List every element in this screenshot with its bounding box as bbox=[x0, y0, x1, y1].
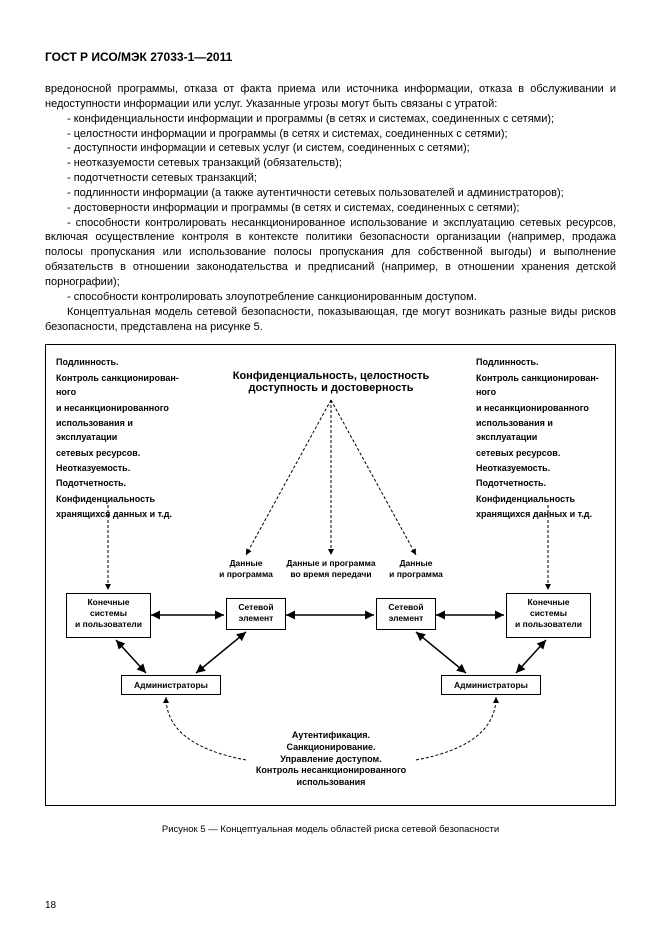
body-text: вредоносной программы, отказа от факта п… bbox=[45, 82, 616, 334]
bullet-8: - способности контролировать несанкциони… bbox=[45, 216, 616, 290]
prop-line: Подлинность. bbox=[56, 355, 191, 369]
figure-caption: Рисунок 5 — Концептуальная модель област… bbox=[45, 824, 616, 835]
box-line: системы bbox=[530, 608, 567, 618]
prop-line: сетевых ресурсов. bbox=[56, 446, 191, 460]
page-number: 18 bbox=[45, 900, 56, 911]
box-line: Сетевой bbox=[388, 602, 423, 612]
bottom-line: Санкционирование. bbox=[231, 742, 431, 754]
box-line: элемент bbox=[389, 613, 424, 623]
prop-line: Неотказуемость. bbox=[476, 461, 611, 475]
label-data-center: Данные и программа во время передачи bbox=[281, 558, 381, 578]
bottom-properties: Аутентификация. Санкционирование. Управл… bbox=[231, 730, 431, 788]
prop-line: Конфиденциальность bbox=[56, 492, 191, 506]
bullet-6: - подлинности информации (а также аутент… bbox=[45, 186, 616, 201]
top-right-properties: Подлинность. Контроль санкционирован-ног… bbox=[476, 355, 611, 522]
intro-paragraph-1: вредоносной программы, отказа от факта п… bbox=[45, 82, 616, 112]
bottom-line: использования bbox=[231, 777, 431, 789]
box-network-element-right: Сетевой элемент bbox=[376, 598, 436, 630]
box-line: и пользователи bbox=[75, 619, 142, 629]
prop-line: сетевых ресурсов. bbox=[476, 446, 611, 460]
prop-line: хранящихся данных и т.д. bbox=[476, 507, 611, 521]
label-data-left: Данные и программа bbox=[211, 558, 281, 578]
title-line-1: Конфиденциальность, целостность bbox=[233, 370, 430, 382]
bullet-5: - подотчетности сетевых транзакций; bbox=[45, 171, 616, 186]
prop-line: Контроль санкционирован-ного bbox=[56, 371, 191, 400]
title-line-2: доступность и достоверность bbox=[248, 382, 413, 394]
box-line: Сетевой bbox=[238, 602, 273, 612]
box-line: системы bbox=[90, 608, 127, 618]
box-line: элемент bbox=[239, 613, 274, 623]
bullet-9: - способности контролировать злоупотребл… bbox=[45, 290, 616, 305]
prop-line: Подлинность. bbox=[476, 355, 611, 369]
prop-line: Неотказуемость. bbox=[56, 461, 191, 475]
prop-line: Контроль санкционирован-ного bbox=[476, 371, 611, 400]
bottom-line: Аутентификация. bbox=[231, 730, 431, 742]
prop-line: Конфиденциальность bbox=[476, 492, 611, 506]
bottom-line: Контроль несанкционированного bbox=[231, 765, 431, 777]
bullet-1: - конфиденциальности информации и програ… bbox=[45, 112, 616, 127]
prop-line: хранящихся данных и т.д. bbox=[56, 507, 191, 521]
box-line: Конечные bbox=[527, 597, 569, 607]
bottom-line: Управление доступом. bbox=[231, 754, 431, 766]
prop-line: и несанкционированного bbox=[56, 401, 191, 415]
box-line: Конечные bbox=[87, 597, 129, 607]
box-network-element-left: Сетевой элемент bbox=[226, 598, 286, 630]
center-title: Конфиденциальность, целостность доступно… bbox=[216, 370, 446, 394]
prop-line: и несанкционированного bbox=[476, 401, 611, 415]
document-page: ГОСТ Р ИСО/МЭК 27033-1—2011 вредоносной … bbox=[0, 0, 661, 936]
document-header: ГОСТ Р ИСО/МЭК 27033-1—2011 bbox=[45, 50, 616, 64]
prop-line: использования и эксплуатации bbox=[476, 416, 611, 445]
box-end-systems-right: Конечные системы и пользователи bbox=[506, 593, 591, 638]
prop-line: Подотчетность. bbox=[476, 476, 611, 490]
label-line: Данные bbox=[229, 558, 262, 568]
label-line: во время передачи bbox=[290, 569, 371, 579]
label-line: Данные bbox=[399, 558, 432, 568]
figure-5: Подлинность. Контроль санкционирован-ног… bbox=[45, 344, 616, 806]
box-end-systems-left: Конечные системы и пользователи bbox=[66, 593, 151, 638]
bullet-2: - целостности информации и программы (в … bbox=[45, 127, 616, 142]
bullet-3: - доступности информации и сетевых услуг… bbox=[45, 141, 616, 156]
box-admin-left: Администраторы bbox=[121, 675, 221, 695]
intro-paragraph-2: Концептуальная модель сетевой безопаснос… bbox=[45, 305, 616, 335]
box-line: Администраторы bbox=[454, 680, 528, 690]
box-line: и пользователи bbox=[515, 619, 582, 629]
label-data-right: Данные и программа bbox=[381, 558, 451, 578]
label-line: и программа bbox=[389, 569, 443, 579]
bullet-7: - достоверности информации и программы (… bbox=[45, 201, 616, 216]
label-line: и программа bbox=[219, 569, 273, 579]
top-left-properties: Подлинность. Контроль санкционирован-ног… bbox=[56, 355, 191, 522]
bullet-4: - неотказуемости сетевых транзакций (обя… bbox=[45, 156, 616, 171]
prop-line: использования и эксплуатации bbox=[56, 416, 191, 445]
label-line: Данные и программа bbox=[286, 558, 375, 568]
prop-line: Подотчетность. bbox=[56, 476, 191, 490]
box-admin-right: Администраторы bbox=[441, 675, 541, 695]
box-line: Администраторы bbox=[134, 680, 208, 690]
